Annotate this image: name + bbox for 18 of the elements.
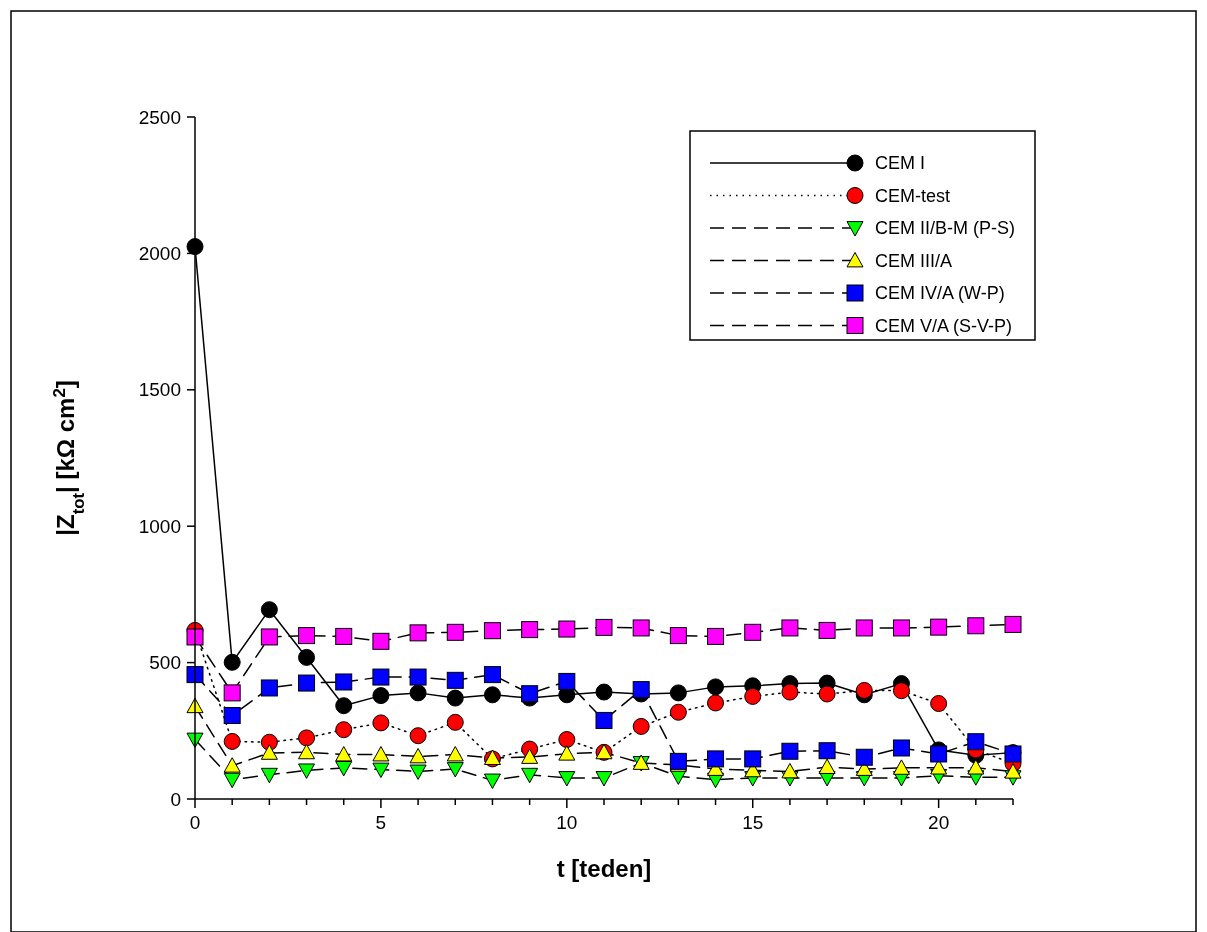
- x-tick-label: 0: [189, 812, 201, 833]
- y-tick-label: 2000: [138, 243, 181, 265]
- legend-label: CEM-test: [875, 185, 951, 206]
- legend-label: CEM V/A (S-V-P): [875, 315, 1013, 336]
- y-tick-label: 0: [170, 788, 181, 810]
- y-tick-label: 1500: [138, 379, 181, 401]
- legend-label: CEM II/B-M (P-S): [875, 218, 1015, 239]
- y-tick-label: 1000: [138, 515, 181, 537]
- legend-label: CEM I: [875, 153, 926, 174]
- legend-label: CEM IV/A (W-P): [875, 283, 1005, 304]
- x-tick-label: 15: [742, 812, 764, 833]
- x-tick-label: 5: [375, 812, 387, 833]
- y-tick-label: 500: [149, 652, 181, 674]
- legend-label: CEM III/A: [875, 250, 953, 271]
- x-axis-title: t [teden]: [556, 855, 652, 882]
- x-tick-label: 10: [556, 812, 578, 833]
- x-tick-label: 20: [928, 812, 950, 833]
- y-tick-label: 2500: [138, 106, 181, 128]
